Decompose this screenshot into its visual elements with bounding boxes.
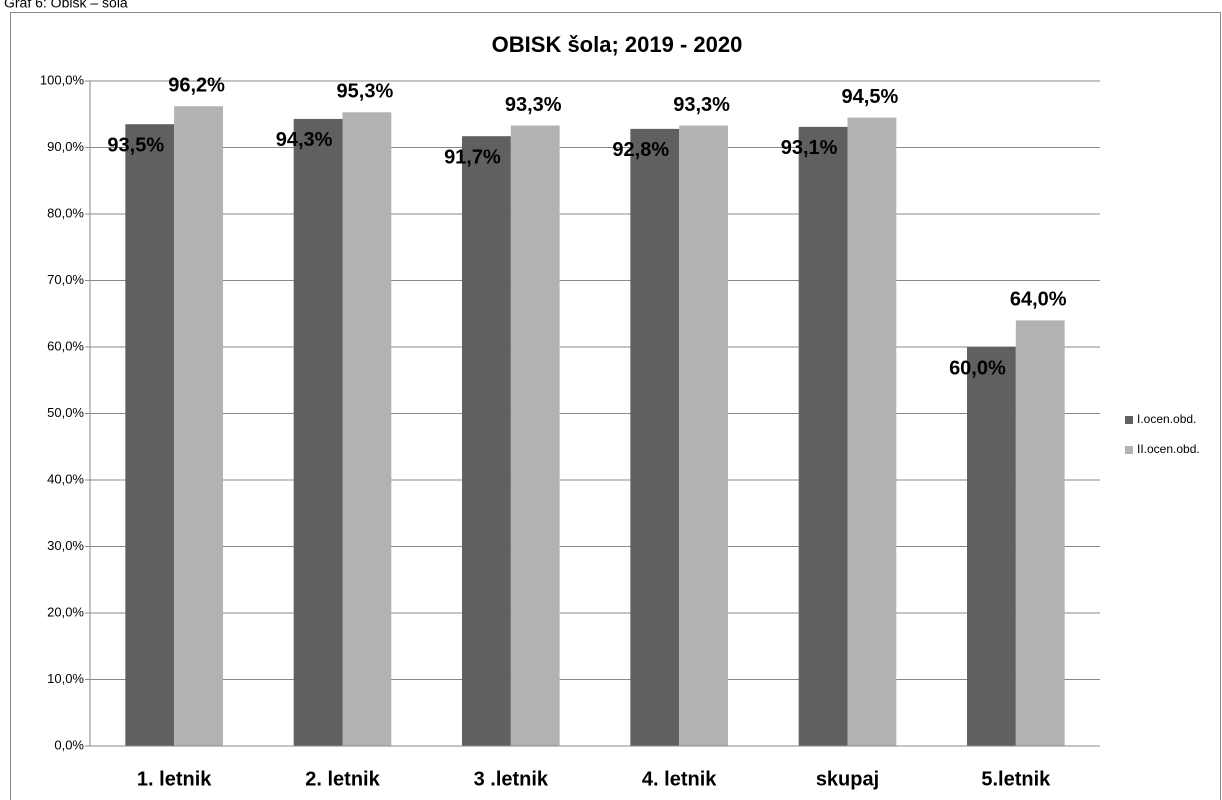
caption: Graf 6: Obisk – šola (4, 0, 128, 11)
y-tick-label: 60,0% (47, 338, 84, 353)
x-tick-label: skupaj (816, 768, 879, 790)
data-label: 95,3% (337, 81, 394, 103)
bar (630, 128, 680, 746)
y-tick-label: 100,0% (40, 72, 85, 87)
bar (679, 125, 728, 747)
data-label: 91,7% (444, 146, 501, 168)
data-label: 93,5% (107, 135, 164, 157)
x-tick-label: 3 .letnik (474, 768, 549, 790)
bar (125, 124, 175, 747)
data-label: 94,5% (842, 86, 899, 108)
x-tick-label: 1. letnik (137, 768, 212, 790)
bar (462, 136, 511, 746)
legend-label: I.ocen.obd. (1137, 412, 1196, 426)
y-tick-label: 50,0% (47, 405, 84, 420)
y-tick-label: 40,0% (47, 471, 84, 486)
bar (342, 112, 392, 746)
data-label: 92,8% (612, 139, 669, 161)
legend-swatch (1125, 446, 1133, 454)
y-tick-label: 20,0% (47, 604, 84, 619)
data-label: 96,2% (168, 75, 225, 97)
data-label: 60,0% (949, 357, 1006, 379)
x-tick-label: 2. letnik (305, 768, 380, 790)
y-tick-label: 80,0% (47, 205, 84, 220)
bar (798, 126, 848, 746)
legend-label: II.ocen.obd. (1137, 442, 1200, 456)
bar (174, 106, 223, 746)
bar (510, 125, 560, 747)
data-label: 93,3% (505, 94, 562, 116)
bar (293, 118, 343, 746)
y-tick-label: 0,0% (54, 737, 84, 752)
bar (847, 117, 897, 746)
y-tick-label: 70,0% (47, 272, 84, 287)
data-label: 93,3% (673, 94, 730, 116)
y-tick-label: 90,0% (47, 139, 84, 154)
data-label: 93,1% (781, 137, 838, 159)
bar (1015, 320, 1065, 746)
bar (967, 347, 1016, 746)
y-tick-label: 10,0% (47, 671, 84, 686)
data-label: 94,3% (276, 129, 333, 151)
x-tick-label: 4. letnik (642, 768, 717, 790)
x-tick-label: 5.letnik (981, 768, 1051, 790)
chart-title: OBISK šola; 2019 - 2020 (492, 32, 743, 57)
y-tick-label: 30,0% (47, 538, 84, 553)
legend-swatch (1125, 416, 1133, 424)
data-label: 64,0% (1010, 289, 1067, 311)
